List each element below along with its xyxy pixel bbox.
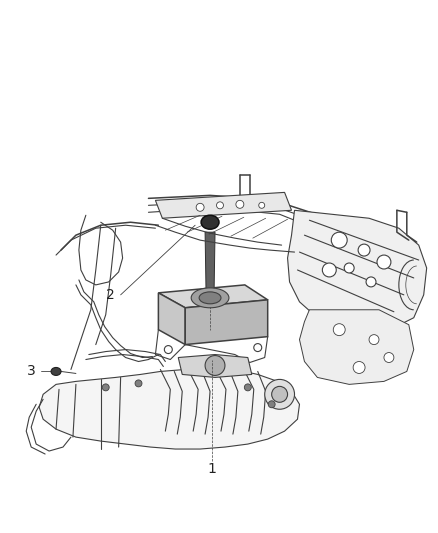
Ellipse shape xyxy=(51,367,61,375)
Text: 2: 2 xyxy=(106,288,115,302)
Circle shape xyxy=(272,386,288,402)
Polygon shape xyxy=(300,310,414,384)
Circle shape xyxy=(164,345,172,353)
Circle shape xyxy=(344,263,354,273)
Circle shape xyxy=(353,361,365,374)
Circle shape xyxy=(331,232,347,248)
Circle shape xyxy=(259,203,265,208)
Polygon shape xyxy=(155,192,292,218)
Circle shape xyxy=(369,335,379,345)
Polygon shape xyxy=(178,354,252,377)
Ellipse shape xyxy=(201,215,219,229)
Circle shape xyxy=(102,384,109,391)
Circle shape xyxy=(254,344,262,352)
Circle shape xyxy=(236,200,244,208)
Text: 3: 3 xyxy=(27,365,35,378)
Ellipse shape xyxy=(199,292,221,304)
Circle shape xyxy=(135,380,142,387)
Circle shape xyxy=(366,277,376,287)
Circle shape xyxy=(265,379,294,409)
Ellipse shape xyxy=(191,288,229,308)
Circle shape xyxy=(377,255,391,269)
Text: 1: 1 xyxy=(208,462,216,476)
Polygon shape xyxy=(159,293,185,345)
Circle shape xyxy=(333,324,345,336)
Polygon shape xyxy=(205,232,215,295)
Polygon shape xyxy=(288,211,427,332)
Circle shape xyxy=(216,202,223,209)
Polygon shape xyxy=(185,300,268,345)
Polygon shape xyxy=(159,285,268,308)
Circle shape xyxy=(205,356,225,375)
Circle shape xyxy=(244,384,251,391)
Circle shape xyxy=(358,244,370,256)
Polygon shape xyxy=(39,367,300,449)
Circle shape xyxy=(384,352,394,362)
Circle shape xyxy=(268,401,275,408)
Circle shape xyxy=(322,263,336,277)
Circle shape xyxy=(196,203,204,211)
